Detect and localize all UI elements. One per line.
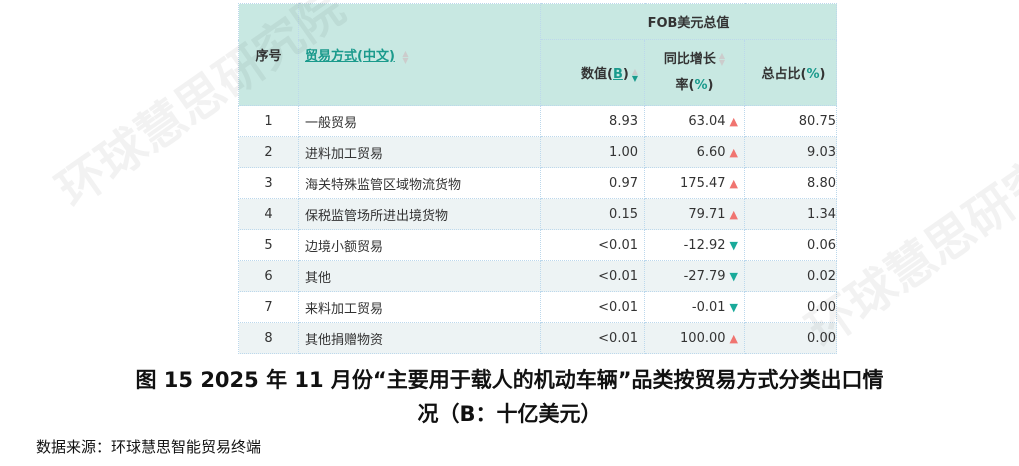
trend-up-icon: ▲: [729, 331, 738, 345]
table-row: 2 进料加工贸易 1.00 6.60 ▲ 9.03: [238, 136, 837, 168]
header-share: 总占比(%): [744, 39, 837, 106]
yoy-value: 100.00: [680, 330, 726, 346]
trade-mode-table: 序号 贸易方式(中文) ▲ ▼ FOB美元总值 数值(B) ▲ ▼ 同比增长 ▲ ▼ 率(…: [238, 3, 837, 354]
cell-yoy: 100.00 ▲: [644, 322, 745, 354]
sort-icon[interactable]: ▲ ▼: [402, 48, 409, 65]
header-value-label: 数值: [581, 67, 608, 82]
trend-down-icon: ▼: [729, 238, 738, 252]
figure-caption-line1: 图 15 2025 年 11 月份“主要用于载人的机动车辆”品类按贸易方式分类出…: [135, 368, 884, 392]
cell-trade-mode: 边境小额贸易: [298, 229, 541, 261]
yoy-value: 6.60: [696, 144, 726, 160]
cell-share: 0.00: [744, 291, 837, 323]
cell-share: 9.03: [744, 136, 837, 168]
cell-trade-mode: 来料加工贸易: [298, 291, 541, 323]
value-unit-link[interactable]: B: [612, 67, 623, 82]
cell-value: 1.00: [540, 136, 645, 168]
share-unit: %: [806, 67, 820, 82]
cell-index: 6: [238, 260, 299, 292]
cell-trade-mode: 其他: [298, 260, 541, 292]
cell-value: <0.01: [540, 229, 645, 261]
sort-icon[interactable]: ▲ ▼: [718, 51, 726, 67]
trend-up-icon: ▲: [729, 145, 738, 159]
table-row: 8 其他捐赠物资 <0.01 100.00 ▲ 0.00: [238, 322, 837, 354]
cell-yoy: 63.04 ▲: [644, 105, 745, 137]
yoy-value: -12.92: [683, 237, 726, 253]
cell-index: 1: [238, 105, 299, 137]
header-fob-total: FOB美元总值: [540, 3, 837, 40]
cell-trade-mode: 进料加工贸易: [298, 136, 541, 168]
cell-yoy: 79.71 ▲: [644, 198, 745, 230]
yoy-unit: %: [694, 77, 708, 93]
cell-yoy: -12.92 ▼: [644, 229, 745, 261]
cell-trade-mode: 保税监管场所进出境货物: [298, 198, 541, 230]
table-row: 7 来料加工贸易 <0.01 -0.01 ▼ 0.00: [238, 291, 837, 323]
cell-trade-mode: 海关特殊监管区域物流货物: [298, 167, 541, 199]
sort-desc-icon[interactable]: ▲ ▼: [631, 66, 638, 83]
yoy-value: 175.47: [680, 175, 726, 191]
cell-yoy: -0.01 ▼: [644, 291, 745, 323]
yoy-value: 79.71: [688, 206, 726, 222]
figure-caption-line2: 况（B：十亿美元）: [417, 402, 602, 426]
header-yoy-label2: 率: [675, 77, 689, 93]
trade-mode-link[interactable]: 贸易方式(中文): [305, 49, 395, 64]
cell-share: 1.34: [744, 198, 837, 230]
trend-down-icon: ▼: [729, 269, 738, 283]
cell-yoy: -27.79 ▼: [644, 260, 745, 292]
cell-index: 3: [238, 167, 299, 199]
cell-yoy: 6.60 ▲: [644, 136, 745, 168]
cell-value: <0.01: [540, 322, 645, 354]
cell-index: 4: [238, 198, 299, 230]
cell-trade-mode: 其他捐赠物资: [298, 322, 541, 354]
trend-up-icon: ▲: [729, 176, 738, 190]
header-yoy[interactable]: 同比增长 ▲ ▼ 率(%): [644, 39, 745, 106]
cell-value: 0.15: [540, 198, 645, 230]
trend-up-icon: ▲: [729, 207, 738, 221]
trend-up-icon: ▲: [729, 114, 738, 128]
header-trade-mode[interactable]: 贸易方式(中文) ▲ ▼: [298, 3, 541, 106]
yoy-value: 63.04: [688, 113, 726, 129]
yoy-value: -0.01: [691, 299, 726, 315]
header-index: 序号: [238, 3, 299, 106]
cell-index: 8: [238, 322, 299, 354]
cell-share: 0.02: [744, 260, 837, 292]
cell-value: <0.01: [540, 260, 645, 292]
cell-value: <0.01: [540, 291, 645, 323]
yoy-value: -27.79: [683, 268, 726, 284]
cell-share: 80.75: [744, 105, 837, 137]
table-row: 3 海关特殊监管区域物流货物 0.97 175.47 ▲ 8.80: [238, 167, 837, 199]
header-yoy-label: 同比增长: [663, 51, 716, 67]
cell-index: 7: [238, 291, 299, 323]
header-value[interactable]: 数值(B) ▲ ▼: [540, 39, 645, 106]
cell-index: 5: [238, 229, 299, 261]
table-row: 5 边境小额贸易 <0.01 -12.92 ▼ 0.06: [238, 229, 837, 261]
cell-value: 0.97: [540, 167, 645, 199]
cell-share: 0.00: [744, 322, 837, 354]
cell-trade-mode: 一般贸易: [298, 105, 541, 137]
cell-index: 2: [238, 136, 299, 168]
cell-yoy: 175.47 ▲: [644, 167, 745, 199]
cell-value: 8.93: [540, 105, 645, 137]
trend-down-icon: ▼: [729, 300, 738, 314]
table-row: 4 保税监管场所进出境货物 0.15 79.71 ▲ 1.34: [238, 198, 837, 230]
table-row: 6 其他 <0.01 -27.79 ▼ 0.02: [238, 260, 837, 292]
data-source: 数据来源：环球慧思智能贸易终端: [36, 438, 262, 456]
header-share-label: 总占比: [761, 67, 801, 82]
cell-share: 8.80: [744, 167, 837, 199]
cell-share: 0.06: [744, 229, 837, 261]
table-row: 1 一般贸易 8.93 63.04 ▲ 80.75: [238, 105, 837, 137]
